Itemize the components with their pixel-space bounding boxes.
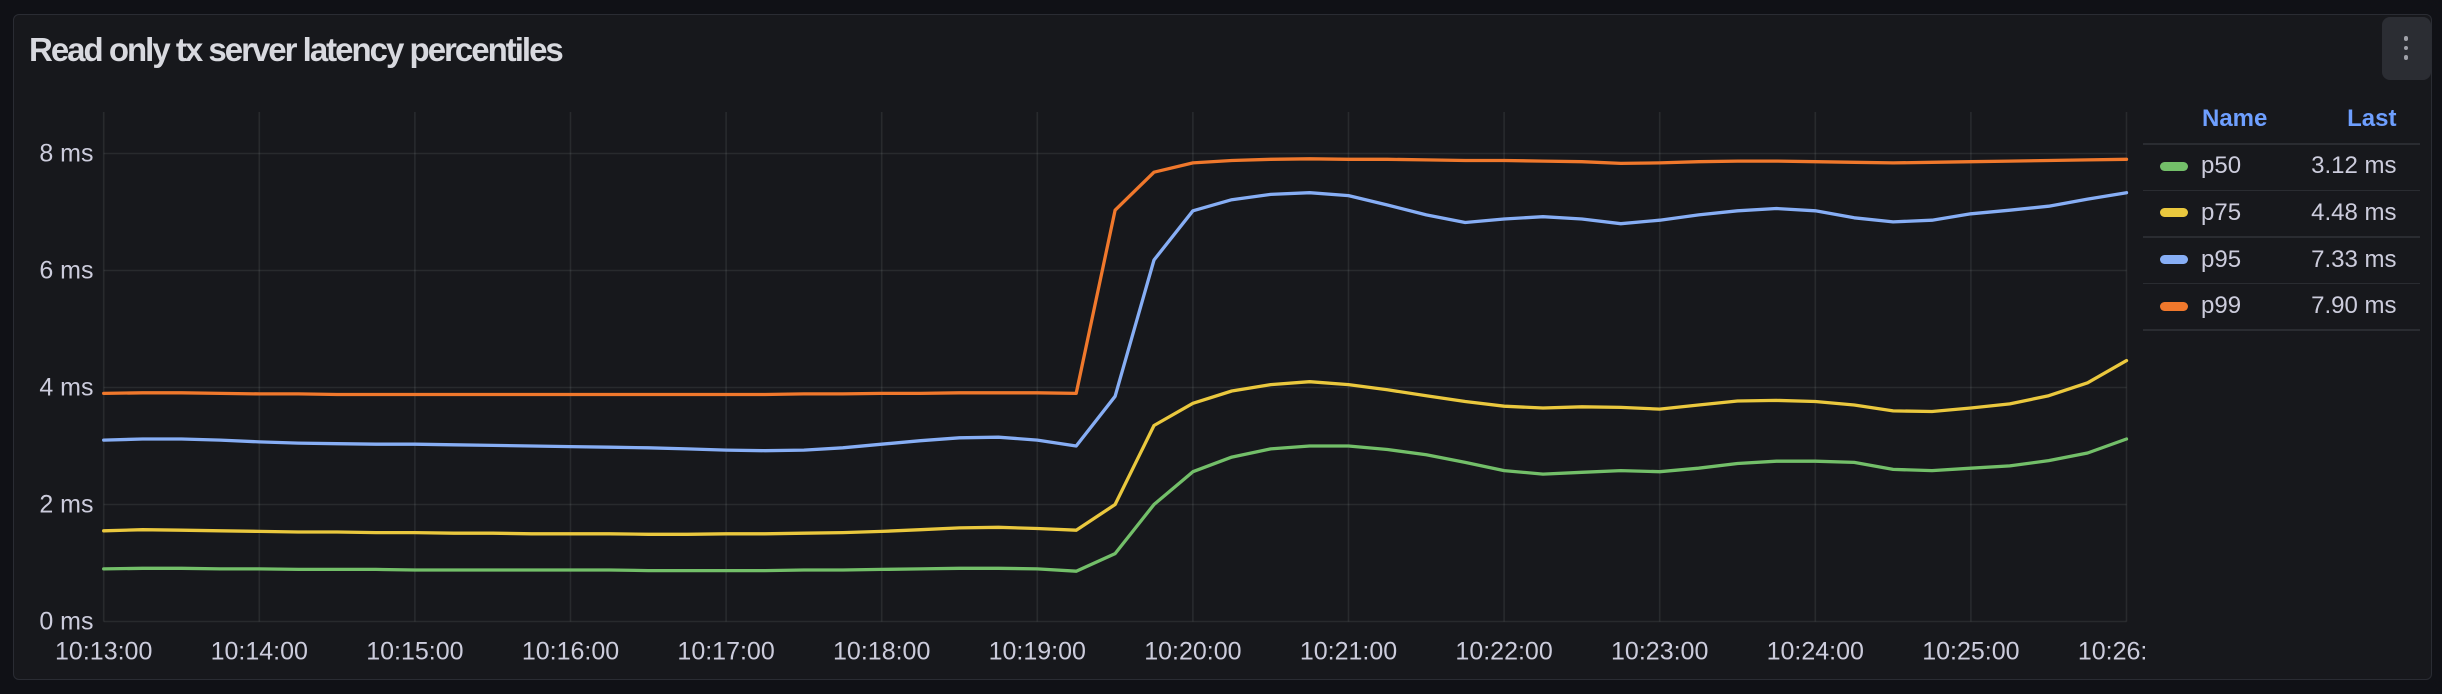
- svg-text:10:20:00: 10:20:00: [1144, 638, 1241, 666]
- svg-text:10:23:00: 10:23:00: [1611, 638, 1708, 666]
- svg-text:6 ms: 6 ms: [39, 257, 93, 285]
- svg-text:2 ms: 2 ms: [39, 491, 93, 519]
- svg-text:10:24:00: 10:24:00: [1767, 638, 1864, 666]
- svg-text:10:26:00: 10:26:00: [2078, 638, 2175, 666]
- svg-text:10:21:00: 10:21:00: [1300, 638, 1397, 666]
- svg-text:10:17:00: 10:17:00: [677, 638, 774, 666]
- svg-text:10:13:00: 10:13:00: [55, 638, 152, 666]
- svg-text:8 ms: 8 ms: [39, 140, 93, 168]
- svg-text:10:25:00: 10:25:00: [1922, 638, 2019, 666]
- svg-text:4 ms: 4 ms: [39, 374, 93, 402]
- svg-text:10:19:00: 10:19:00: [989, 638, 1086, 666]
- svg-text:10:22:00: 10:22:00: [1455, 638, 1552, 666]
- svg-text:10:14:00: 10:14:00: [211, 638, 308, 666]
- svg-text:10:15:00: 10:15:00: [366, 638, 463, 666]
- svg-text:0 ms: 0 ms: [39, 608, 93, 636]
- svg-text:10:18:00: 10:18:00: [833, 638, 930, 666]
- svg-text:10:16:00: 10:16:00: [522, 638, 619, 666]
